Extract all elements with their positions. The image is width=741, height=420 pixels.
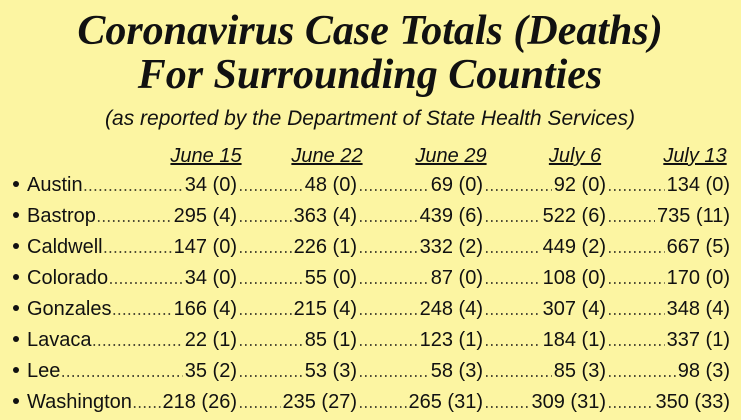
- cell-value: 170 (0): [667, 267, 730, 289]
- cell-value: 449 (2): [543, 236, 606, 258]
- bullet: [13, 305, 19, 311]
- cell-value: 34 (0): [185, 174, 237, 196]
- cell-value: 667 (5): [667, 236, 730, 258]
- county-name: Caldwell: [27, 236, 103, 258]
- cell-value: 439 (6): [420, 205, 483, 227]
- county-name: Gonzales: [27, 298, 112, 320]
- cell-value: 92 (0): [554, 174, 606, 196]
- county-name: Lee: [27, 360, 60, 382]
- column-header: June 29: [414, 145, 486, 167]
- cell-value: 309 (31): [532, 391, 607, 413]
- cell-value: 226 (1): [294, 236, 357, 258]
- cell-value: 522 (6): [543, 205, 606, 227]
- cell-value: 218 (26): [163, 391, 238, 413]
- cell-value: 85 (3): [554, 360, 606, 382]
- cell-value: 735 (11): [657, 205, 730, 227]
- column-header: June 22: [290, 145, 362, 167]
- bullet: [13, 212, 19, 218]
- county-name: Lavaca: [27, 329, 92, 351]
- cell-value: 215 (4): [294, 298, 357, 320]
- cell-value: 108 (0): [543, 267, 606, 289]
- column-header: July 13: [662, 145, 726, 167]
- cell-value: 147 (0): [174, 236, 237, 258]
- bullet: [13, 243, 19, 249]
- cell-value: 85 (1): [305, 329, 357, 351]
- bullet: [13, 181, 19, 187]
- cell-value: 166 (4): [174, 298, 237, 320]
- column-header: June 15: [169, 145, 242, 167]
- title-line: Coronavirus Case Totals (Deaths): [77, 8, 662, 54]
- cell-value: 235 (27): [283, 391, 358, 413]
- cell-value: 34 (0): [185, 267, 237, 289]
- cell-value: 35 (2): [185, 360, 237, 382]
- cell-value: 363 (4): [294, 205, 357, 227]
- bullet: [13, 398, 19, 404]
- cell-value: 350 (33): [656, 391, 731, 413]
- cell-value: 87 (0): [431, 267, 483, 289]
- cell-value: 48 (0): [305, 174, 357, 196]
- cell-value: 337 (1): [667, 329, 730, 351]
- bullet: [13, 274, 19, 280]
- cell-value: 295 (4): [174, 205, 237, 227]
- bullet: [13, 336, 19, 342]
- subtitle: (as reported by the Department of State …: [105, 107, 635, 130]
- cell-value: 307 (4): [543, 298, 606, 320]
- county-name: Washington: [27, 391, 132, 413]
- cell-value: 123 (1): [420, 329, 483, 351]
- county-name: Austin: [27, 174, 83, 196]
- column-header: July 6: [548, 145, 602, 167]
- cell-value: 332 (2): [420, 236, 483, 258]
- cell-value: 248 (4): [420, 298, 483, 320]
- cell-value: 265 (31): [409, 391, 484, 413]
- cell-value: 348 (4): [667, 298, 730, 320]
- county-name: Colorado: [27, 267, 108, 289]
- title-line: For Surrounding Counties: [137, 52, 603, 98]
- cell-value: 22 (1): [185, 329, 237, 351]
- county-name: Bastrop: [27, 205, 96, 227]
- cell-value: 69 (0): [431, 174, 483, 196]
- cell-value: 98 (3): [678, 360, 730, 382]
- cell-value: 184 (1): [543, 329, 606, 351]
- cell-value: 53 (3): [305, 360, 357, 382]
- cell-value: 58 (3): [431, 360, 483, 382]
- cell-value: 55 (0): [305, 267, 357, 289]
- cell-value: 134 (0): [667, 174, 730, 196]
- bullet: [13, 367, 19, 373]
